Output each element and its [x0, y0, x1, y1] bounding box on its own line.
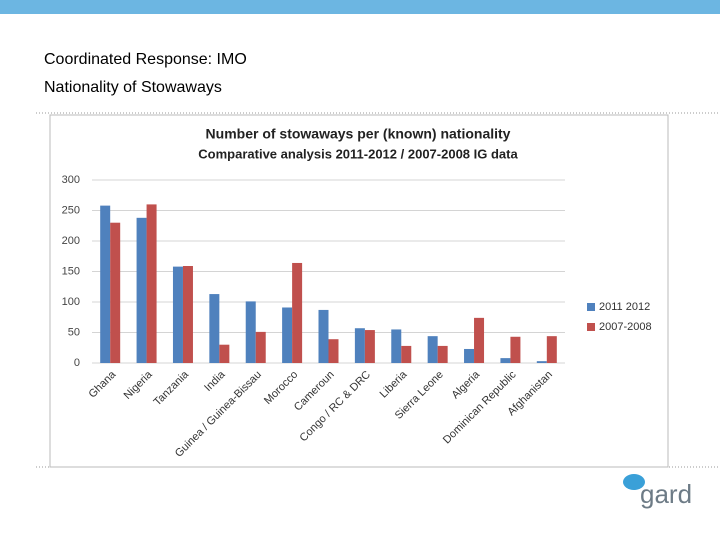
- bar: [146, 204, 157, 363]
- y-tick-label: 300: [62, 174, 80, 186]
- y-tick-label: 0: [74, 357, 80, 369]
- chart-title: Number of stowaways per (known) national…: [206, 126, 511, 142]
- y-tick-label: 150: [62, 265, 80, 277]
- logo: gard: [623, 474, 692, 509]
- legend-swatch: [587, 303, 595, 311]
- bar: [219, 344, 230, 363]
- bar: [391, 329, 402, 363]
- bar: [172, 266, 183, 363]
- bar: [474, 317, 485, 363]
- legend-label: 2011 2012: [599, 301, 650, 313]
- bar: [328, 339, 339, 363]
- bar: [136, 217, 147, 363]
- bar: [209, 294, 220, 363]
- top-bar: [0, 0, 720, 14]
- y-tick-label: 50: [68, 326, 80, 338]
- legend-swatch: [587, 323, 595, 331]
- chart-subtitle: Comparative analysis 2011-2012 / 2007-20…: [198, 146, 518, 161]
- bar: [182, 266, 193, 363]
- y-tick-label: 250: [62, 204, 80, 216]
- bar: [510, 336, 521, 363]
- bar: [401, 345, 412, 363]
- logo-badge: [623, 474, 645, 490]
- bar: [536, 361, 547, 363]
- logo-text: gard: [640, 479, 692, 509]
- bar: [292, 262, 303, 363]
- bar: [318, 309, 329, 363]
- bar: [255, 331, 266, 363]
- y-tick-label: 100: [62, 296, 80, 308]
- bar: [427, 336, 438, 363]
- bar: [245, 301, 256, 363]
- bar: [354, 328, 365, 363]
- bar: [464, 348, 475, 363]
- slide-title: Nationality of Stowaways: [44, 79, 222, 96]
- bar: [282, 307, 293, 363]
- bar: [364, 330, 375, 363]
- legend-label: 2007-2008: [599, 321, 652, 333]
- bar: [500, 358, 511, 363]
- bar: [100, 205, 111, 363]
- bar: [546, 336, 557, 363]
- bar: [437, 345, 448, 363]
- slide-title: Coordinated Response: IMO: [44, 51, 247, 68]
- bar: [110, 222, 121, 363]
- y-tick-label: 200: [62, 235, 80, 247]
